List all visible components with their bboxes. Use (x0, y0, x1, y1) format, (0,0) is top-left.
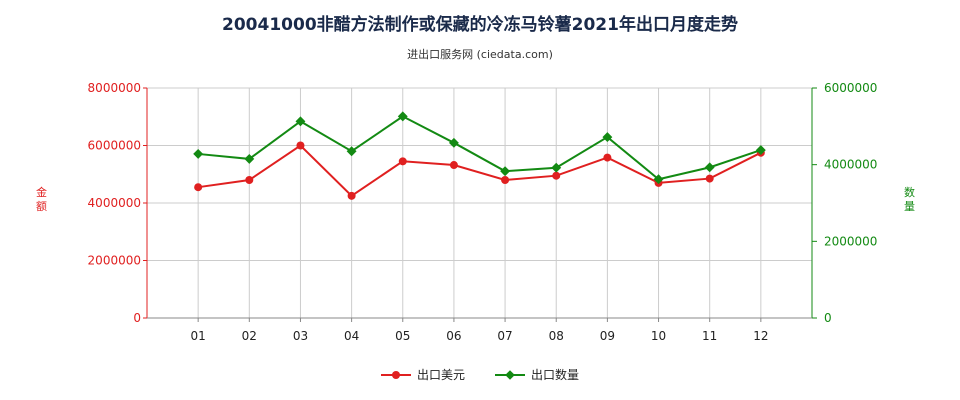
x-tick-label: 10 (651, 329, 666, 343)
y-left-tick-label: 4000000 (88, 196, 141, 210)
data-point-export-quantity (602, 132, 613, 143)
grid-lines (146, 87, 813, 319)
x-tick-label: 06 (446, 329, 461, 343)
series-line-export-usd (198, 144, 762, 198)
series-layer (193, 111, 766, 200)
data-point-export-usd (552, 171, 561, 180)
y-left-tick-label: 8000000 (88, 81, 141, 95)
y-left-tick-label: 0 (133, 311, 141, 325)
chart-title: 20041000非醋方法制作或保藏的冷冻马铃薯2021年出口月度走势 (222, 15, 738, 35)
legend-label-export-quantity: 出口数量 (531, 368, 580, 382)
data-point-export-quantity (448, 137, 459, 148)
legend-item-export-quantity[interactable]: 出口数量 (495, 366, 579, 383)
data-point-export-usd (245, 176, 254, 184)
x-tick-label: 04 (344, 329, 359, 343)
legend: 出口美元 出口数量 (0, 366, 960, 383)
data-point-export-usd (296, 141, 305, 150)
legend-swatch-red (380, 369, 411, 381)
data-point-export-usd (194, 183, 203, 192)
y-left-tick-label: 2000000 (88, 254, 141, 268)
x-tick-label: 01 (191, 329, 206, 343)
x-tick-label: 11 (702, 329, 717, 343)
legend-label-export-usd: 出口美元 (416, 368, 465, 382)
x-tick-label: 02 (242, 329, 257, 343)
x-tick-label: 08 (549, 329, 564, 343)
data-point-export-quantity (755, 145, 766, 156)
data-point-export-quantity (551, 162, 562, 173)
tick-labels: 0 2000000 4000000 6000000 8000000 0 2000000 400… (88, 81, 878, 343)
data-point-export-quantity (704, 162, 715, 173)
legend-swatch-green (495, 369, 525, 381)
x-tick-label: 03 (293, 329, 308, 343)
data-point-export-quantity (653, 174, 664, 185)
data-point-export-usd (603, 153, 612, 162)
y-right-tick-label: 2000000 (824, 234, 877, 248)
data-point-export-usd (705, 174, 714, 183)
axes (143, 87, 817, 322)
y-axis-right-label: 数量 (904, 186, 915, 213)
data-point-export-quantity (500, 166, 511, 177)
y-right-tick-label: 4000000 (824, 158, 877, 172)
legend-item-export-usd[interactable]: 出口美元 (380, 366, 465, 383)
y-right-tick-label: 0 (824, 311, 832, 325)
data-point-export-usd (501, 176, 510, 184)
x-tick-label: 09 (600, 329, 615, 343)
data-point-export-quantity (346, 146, 357, 157)
x-tick-label: 12 (753, 329, 768, 343)
data-point-export-quantity (244, 153, 255, 164)
series-line-export-quantity (198, 115, 762, 181)
y-left-tick-label: 6000000 (88, 139, 141, 153)
data-point-export-usd (398, 157, 407, 166)
chart-subtitle: 进出口服务网 (ciedata.com) (407, 48, 553, 61)
x-tick-label: 07 (497, 329, 512, 343)
data-point-export-quantity (193, 148, 204, 159)
y-right-tick-label: 6000000 (824, 81, 877, 95)
y-axis-left-label: 金额 (36, 186, 47, 213)
data-point-export-usd (449, 161, 458, 170)
data-point-export-usd (347, 191, 356, 200)
x-tick-label: 05 (395, 329, 410, 343)
